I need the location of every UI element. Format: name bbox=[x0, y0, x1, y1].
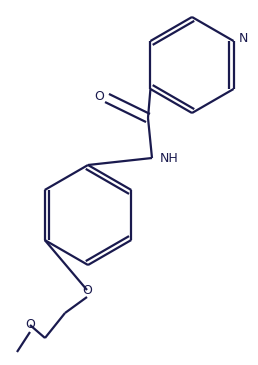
Text: O: O bbox=[82, 284, 92, 296]
Text: O: O bbox=[94, 89, 104, 103]
Text: N: N bbox=[239, 32, 248, 46]
Text: O: O bbox=[25, 319, 35, 331]
Text: NH: NH bbox=[160, 151, 179, 165]
